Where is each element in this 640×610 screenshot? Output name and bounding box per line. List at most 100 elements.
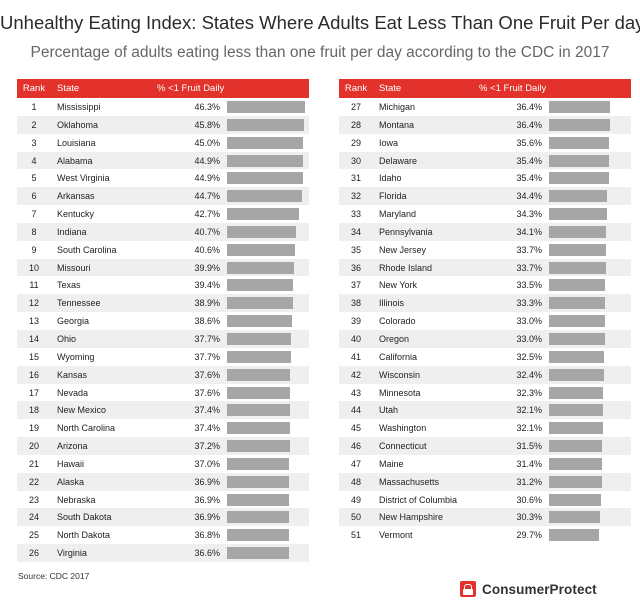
bar: [549, 118, 611, 131]
chart-title: Unhealthy Eating Index: States Where Adu…: [0, 12, 640, 33]
bar: [549, 386, 604, 399]
percent-label: 37.2%: [194, 441, 220, 452]
table-row: 16 Kansas 37.6%: [17, 365, 309, 384]
rank-cell: 48: [350, 476, 361, 487]
bar-track: [227, 440, 305, 453]
rank-cell: 24: [28, 512, 39, 523]
table-row: 50 New Hampshire 30.3%: [339, 508, 631, 527]
state-cell: California: [379, 351, 418, 362]
bar-track: [549, 136, 627, 149]
percent-label: 33.3%: [516, 298, 542, 309]
state-cell: Oklahoma: [57, 119, 99, 130]
percent-label: 32.1%: [516, 405, 542, 416]
bar: [227, 368, 291, 381]
rank-cell: 47: [350, 458, 361, 469]
percent-label: 32.4%: [516, 369, 542, 380]
rank-cell: 6: [31, 191, 37, 202]
state-cell: Maine: [379, 458, 404, 469]
table-row: 15 Wyoming 37.7%: [17, 348, 309, 366]
table-row: 30 Delaware 35.4%: [339, 151, 631, 170]
percent-label: 37.4%: [194, 405, 220, 416]
table-row: 17 Nevada 37.6%: [17, 384, 309, 402]
rank-cell: 5: [31, 173, 37, 184]
table-row: 45 Washington 32.1%: [339, 419, 631, 437]
bar-track: [227, 297, 305, 310]
state-cell: New York: [379, 280, 418, 291]
bar: [227, 243, 296, 256]
percent-label: 36.8%: [194, 530, 220, 541]
bar: [227, 315, 292, 328]
state-cell: Montana: [379, 119, 415, 130]
table-row: 10 Missouri 39.9%: [17, 258, 309, 277]
header-percent: % <1 Fruit Daily: [157, 83, 225, 94]
state-cell: Illinois: [379, 298, 405, 309]
percent-label: 44.9%: [194, 173, 220, 184]
percent-label: 46.3%: [194, 102, 220, 112]
bar-track: [549, 154, 627, 167]
chart-subtitle: Percentage of adults eating less than on…: [30, 44, 610, 61]
percent-label: 36.9%: [194, 512, 220, 523]
table-row: 8 Indiana 40.7%: [17, 222, 309, 241]
rank-cell: 15: [28, 351, 39, 362]
percent-label: 31.4%: [516, 458, 542, 469]
bar: [227, 386, 291, 399]
state-cell: Wisconsin: [379, 369, 421, 380]
bar-track: [549, 368, 627, 381]
rank-cell: 13: [28, 316, 39, 327]
state-cell: Texas: [57, 280, 81, 291]
percent-label: 40.7%: [194, 226, 220, 237]
bar: [227, 440, 290, 453]
rank-cell: 21: [28, 458, 39, 469]
rank-cell: 8: [31, 226, 37, 237]
table-header: Rank State % <1 Fruit Daily: [339, 79, 631, 98]
bar-track: [227, 243, 305, 256]
state-cell: Massachusetts: [379, 476, 440, 487]
bar-track: [227, 475, 305, 488]
state-cell: Delaware: [379, 155, 418, 166]
bar-track: [549, 172, 627, 185]
bar-track: [227, 261, 305, 274]
rank-cell: 30: [350, 155, 361, 166]
state-cell: Kentucky: [57, 209, 95, 220]
rank-cell: 14: [28, 333, 39, 344]
bar: [227, 511, 290, 524]
percent-label: 31.5%: [516, 441, 542, 452]
state-cell: South Carolina: [57, 244, 117, 255]
state-cell: Arkansas: [57, 191, 95, 202]
state-cell: Virginia: [57, 548, 87, 559]
bar-track: [549, 279, 627, 292]
table-row: 26 Virginia 36.6%: [17, 544, 309, 562]
table-row: 20 Arizona 37.2%: [17, 437, 309, 455]
percent-label: 44.9%: [194, 155, 220, 166]
rank-cell: 4: [31, 155, 37, 166]
bar-track: [227, 350, 305, 363]
bar-track: [549, 475, 627, 488]
bar-track: [549, 101, 627, 113]
percent-label: 37.4%: [194, 423, 220, 434]
bar: [227, 154, 303, 167]
rank-cell: 9: [31, 244, 37, 255]
bar: [549, 422, 604, 435]
bar: [549, 457, 602, 470]
header-percent: % <1 Fruit Daily: [479, 83, 547, 94]
table-row: 41 California 32.5%: [339, 348, 631, 366]
state-cell: South Dakota: [57, 512, 112, 523]
percent-label: 36.4%: [516, 119, 542, 130]
bar: [549, 172, 609, 185]
bar-track: [549, 511, 627, 524]
rank-cell: 51: [350, 530, 361, 541]
rank-cell: 11: [29, 280, 39, 291]
state-cell: Tennessee: [57, 298, 101, 309]
rank-cell: 19: [28, 423, 39, 434]
state-cell: Wyoming: [57, 351, 95, 362]
table-row: 34 Pennsylvania 34.1%: [339, 222, 631, 241]
bar-track: [549, 529, 627, 542]
percent-label: 37.7%: [194, 351, 220, 362]
state-cell: Idaho: [379, 173, 402, 184]
percent-label: 34.4%: [516, 191, 542, 202]
table-row: 31 Idaho 35.4%: [339, 169, 631, 187]
percent-label: 30.6%: [516, 494, 542, 505]
bar: [549, 332, 605, 345]
bar: [227, 475, 290, 488]
table-row: 28 Montana 36.4%: [339, 115, 631, 134]
